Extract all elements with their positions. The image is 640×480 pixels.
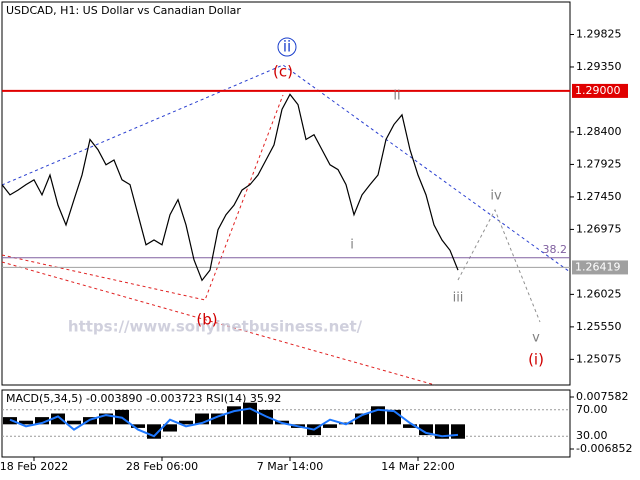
x-tick-label: 14 Mar 22:00 xyxy=(381,460,454,473)
macd-bar xyxy=(195,413,209,425)
y2-tick-label: -0.006852 xyxy=(576,442,632,455)
macd-bar xyxy=(99,413,113,425)
wave-label: i xyxy=(350,238,354,253)
macd-bar xyxy=(451,424,465,439)
y-tick-label: 1.29350 xyxy=(576,60,622,73)
x-tick-label: 7 Mar 14:00 xyxy=(257,460,323,473)
y-tick-label: 1.27925 xyxy=(576,157,622,170)
level-label: 1.26419 xyxy=(575,260,621,273)
price-line xyxy=(1,93,459,282)
trend-line xyxy=(1,64,571,273)
forecast-path xyxy=(457,208,541,323)
macd-bar xyxy=(163,424,177,432)
macd-bar xyxy=(51,413,65,425)
macd-bar xyxy=(323,424,337,428)
macd-bar xyxy=(211,413,225,425)
y-tick-label: 70.00 xyxy=(576,403,608,416)
macd-bar xyxy=(131,424,145,428)
macd-bar xyxy=(243,402,257,425)
y-tick-label: 1.29825 xyxy=(576,27,622,40)
y-tick-label: 1.25550 xyxy=(576,320,622,333)
wave-label: ii xyxy=(393,89,400,104)
rsi-line xyxy=(9,407,459,438)
y-tick-label: 1.28400 xyxy=(576,125,622,138)
x-tick-label: 28 Feb 06:00 xyxy=(126,460,198,473)
level-label-box xyxy=(572,260,628,275)
x-tick-label: 18 Feb 2022 xyxy=(0,460,68,473)
macd-bar xyxy=(35,417,49,425)
watermark: https://www.sonyinetbusiness.net/ xyxy=(68,318,363,336)
wave-label: (b) xyxy=(196,311,217,329)
wave-circle xyxy=(277,37,297,57)
indicator-title: MACD(5,34,5) -0.003890 -0.003723 RSI(14)… xyxy=(6,392,281,405)
macd-bar xyxy=(67,420,81,425)
macd-bar xyxy=(355,413,369,425)
y2-tick-label: 0.007582 xyxy=(576,390,629,403)
wave-label: iii xyxy=(453,291,464,306)
wave-label: (c) xyxy=(273,63,293,81)
level-label: 38.2 xyxy=(543,243,568,256)
main-frame xyxy=(1,1,571,386)
macd-bar xyxy=(19,420,33,425)
wave-label: (i) xyxy=(528,351,544,369)
y-tick-label: 1.25075 xyxy=(576,352,622,365)
wave-label: ii xyxy=(283,38,291,56)
y-tick-label: 1.27450 xyxy=(576,190,622,203)
macd-bar xyxy=(179,420,193,425)
y-tick-label: 1.26025 xyxy=(576,287,622,300)
wave-label: iv xyxy=(490,189,502,204)
y-tick-label: 1.26975 xyxy=(576,222,622,235)
level-label: 1.29000 xyxy=(575,84,621,97)
chart-title: USDCAD, H1: US Dollar vs Canadian Dollar xyxy=(6,4,241,17)
y-tick-label: 30.00 xyxy=(576,429,608,442)
macd-bar xyxy=(419,424,433,436)
indicator-frame xyxy=(1,389,571,458)
level-label-box xyxy=(572,83,628,98)
wave-label: v xyxy=(532,331,540,346)
trend-line xyxy=(1,94,284,301)
macd-bar xyxy=(227,406,241,425)
macd-bar xyxy=(403,424,417,428)
